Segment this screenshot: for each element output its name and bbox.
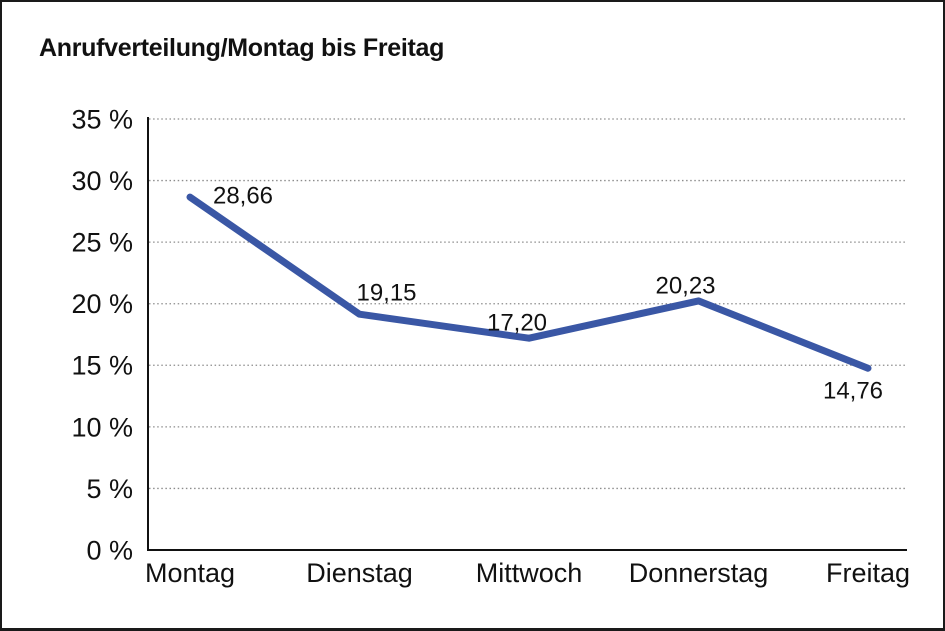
point-label: 17,20 [487,310,547,337]
y-tick-label: 15 % [71,351,133,381]
series-line [186,193,872,372]
point-label: 19,15 [356,280,416,307]
x-category-label: Mittwoch [476,558,583,588]
y-tick-label: 5 % [86,474,133,504]
chart-title: Anrufverteilung/Montag bis Freitag [39,34,445,62]
y-tick-label: 0 % [86,535,133,565]
y-tick-label: 35 % [71,104,133,134]
y-tick-label: 25 % [71,228,133,258]
x-category-label: Donnerstag [629,558,769,588]
y-tick-label: 30 % [71,166,133,196]
x-category-label: Dienstag [306,558,413,588]
point-label: 14,76 [823,378,883,405]
y-tick-label: 10 % [71,412,133,442]
y-tick-label: 20 % [71,289,133,319]
x-category-label: Montag [145,558,235,588]
x-category-label: Freitag [826,558,910,588]
point-label: 20,23 [655,272,715,299]
point-label: 28,66 [213,182,273,209]
